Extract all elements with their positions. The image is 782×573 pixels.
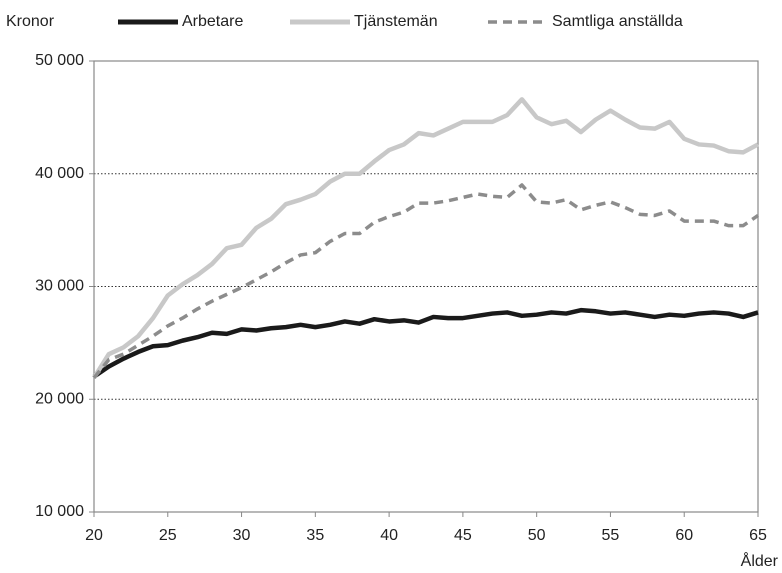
y-tick-label: 50 000: [35, 52, 84, 69]
y-tick-label: 10 000: [35, 503, 84, 520]
x-tick-label: 45: [454, 527, 472, 544]
x-tick-label: 50: [528, 527, 546, 544]
x-axis-label: Ålder: [741, 551, 779, 570]
plot-frame: [93, 60, 759, 513]
x-tick-label: 65: [749, 527, 767, 544]
x-tick-label: 30: [233, 527, 251, 544]
x-tick-label: 55: [602, 527, 620, 544]
y-axis-label: Kronor: [6, 13, 55, 30]
x-tick-label: 20: [85, 527, 103, 544]
line-series: [92, 183, 759, 379]
x-tick-label: 40: [380, 527, 398, 544]
legend-label: Tjänstemän: [354, 13, 438, 30]
y-tick-label: 20 000: [35, 390, 84, 407]
legend-label: Arbetare: [182, 13, 243, 30]
x-tick-label: 25: [159, 527, 177, 544]
y-tick-label: 30 000: [35, 278, 84, 295]
line-series: [92, 307, 759, 379]
x-tick-label: 60: [675, 527, 693, 544]
line-series: [92, 97, 760, 380]
legend-label: Samtliga anställda: [552, 13, 683, 30]
y-tick-label: 40 000: [35, 165, 84, 182]
x-tick-label: 35: [306, 527, 324, 544]
